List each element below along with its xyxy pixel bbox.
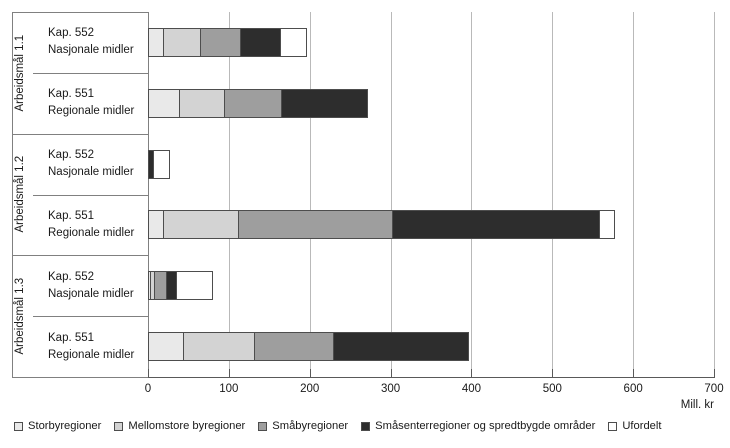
legend: Storbyregioner Mellomstore byregioner Småb… <box>14 420 730 432</box>
row-label-line1: Kap. 551 <box>48 331 95 344</box>
axis-tickmark <box>633 369 635 377</box>
legend-swatch <box>14 421 23 431</box>
x-tick-label: 200 <box>300 383 320 395</box>
group-separator-line <box>12 133 148 135</box>
axis-tickmark <box>714 369 715 377</box>
legend-item: Småsenterregioner og spredtbygde områder <box>361 420 595 432</box>
x-tick-label: 500 <box>542 383 562 395</box>
bar-segment <box>148 88 180 118</box>
bar-segment <box>237 210 393 240</box>
group-label: Arbeidsmål 1.2 <box>14 156 26 233</box>
axis-unit-label: Mill. kr <box>680 399 714 411</box>
row-label: Kap. 552 Nasjonale midler <box>48 147 144 181</box>
bar-segment <box>598 210 616 240</box>
row-separator-line <box>33 316 148 318</box>
row-label-line1: Kap. 552 <box>48 270 95 283</box>
gridline <box>471 12 473 377</box>
row-label-line1: Kap. 551 <box>48 209 95 222</box>
bar-segment <box>148 27 165 57</box>
x-tick-label: 0 <box>144 383 152 395</box>
bar-segment <box>239 27 282 57</box>
x-tick-label: 400 <box>461 383 482 395</box>
axis-tickmark <box>471 369 473 377</box>
bar-segment <box>163 210 239 240</box>
bar-segment <box>148 332 185 362</box>
bar-segment <box>178 88 225 118</box>
group-label: Arbeidsmål 1.3 <box>14 277 26 355</box>
axis-tickmark <box>552 369 554 377</box>
axis-tickmark <box>309 369 311 377</box>
row-label: Kap. 551 Regionale midler <box>48 330 144 364</box>
bar-segment <box>391 210 600 240</box>
row-label: Kap. 551 Regionale midler <box>48 208 144 242</box>
legend-swatch <box>258 421 268 431</box>
x-tick-label: 100 <box>219 383 239 395</box>
axis-tickmark <box>148 369 149 377</box>
bar-segment <box>281 88 368 118</box>
x-tick-label: 600 <box>623 383 643 395</box>
group-separator-line <box>12 255 148 257</box>
bar-segment <box>183 332 255 362</box>
row-separator-line <box>33 72 148 74</box>
legend-label: Småsenterregioner og spredtbygde områder <box>375 420 596 432</box>
gridline <box>633 12 635 377</box>
legend-label: Storbyregioner <box>28 420 102 432</box>
group-label: Arbeidsmål 1.1 <box>14 34 26 112</box>
row-label-line2: Nasjonale midler <box>48 166 134 179</box>
x-tick-label: 300 <box>380 383 401 395</box>
bar-segment <box>176 271 213 301</box>
row-label-line1: Kap. 552 <box>48 27 95 40</box>
gridline <box>714 12 715 377</box>
bar-segment <box>148 210 165 240</box>
row-label: Kap. 552 Nasjonale midler <box>48 25 144 59</box>
gridline <box>309 12 311 377</box>
group-separator-line <box>12 377 148 378</box>
axis-tickmark <box>390 369 392 377</box>
legend-item: Ufordelt <box>608 420 662 432</box>
x-axis-line <box>12 377 715 378</box>
x-tick-label: 700 <box>704 383 724 395</box>
bar-segment <box>280 27 308 57</box>
row-separator-line <box>33 194 148 196</box>
bar-segment <box>153 149 170 179</box>
row-label-line2: Nasjonale midler <box>48 44 134 57</box>
group-separator-line <box>12 12 148 13</box>
category-axis-line <box>12 12 13 377</box>
row-label-line2: Regionale midler <box>48 226 135 239</box>
bar-segment <box>199 27 241 57</box>
row-label-line2: Regionale midler <box>48 348 135 361</box>
bar-segment <box>163 27 201 57</box>
bar-segment <box>332 332 469 362</box>
axis-tickmark <box>228 369 230 377</box>
legend-item: Småbyregioner <box>258 420 348 432</box>
gridline <box>390 12 392 377</box>
row-label-line1: Kap. 551 <box>48 88 95 101</box>
row-label-line1: Kap. 552 <box>48 149 95 162</box>
legend-swatch <box>361 421 371 431</box>
row-label-line2: Regionale midler <box>48 105 135 118</box>
row-label: Kap. 551 Regionale midler <box>48 86 144 120</box>
row-label-line2: Nasjonale midler <box>48 287 134 300</box>
legend-item: Mellomstore byregioner <box>114 420 245 432</box>
gridline <box>552 12 554 377</box>
legend-label: Ufordelt <box>622 420 662 432</box>
legend-swatch <box>114 421 124 431</box>
legend-item: Storbyregioner <box>14 420 101 432</box>
row-label: Kap. 552 Nasjonale midler <box>48 269 144 303</box>
legend-label: Mellomstore byregioner <box>128 420 246 432</box>
legend-swatch <box>608 421 618 431</box>
bar-segment <box>223 88 283 118</box>
gridline <box>228 12 230 377</box>
bar-segment <box>253 332 334 362</box>
gridline <box>148 12 149 377</box>
legend-label: Småbyregioner <box>272 420 349 432</box>
